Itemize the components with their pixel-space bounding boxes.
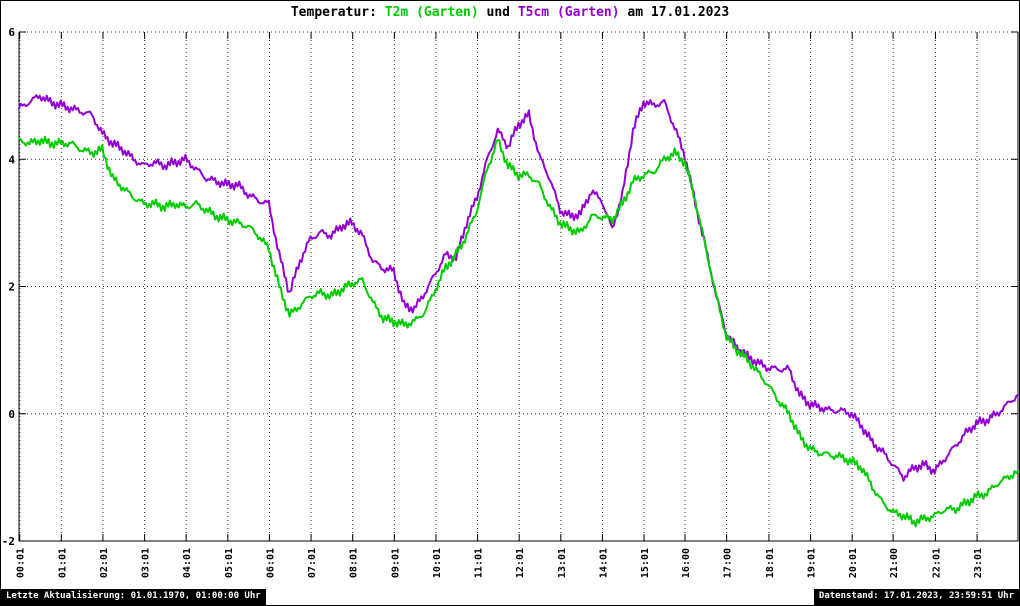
svg-text:05:01: 05:01 (224, 548, 235, 578)
svg-text:03:01: 03:01 (141, 548, 152, 578)
svg-text:21:00: 21:00 (889, 548, 900, 578)
svg-text:10:01: 10:01 (432, 548, 443, 578)
svg-text:2: 2 (8, 281, 15, 294)
svg-text:04:01: 04:01 (182, 548, 193, 578)
grid-lines (19, 31, 1018, 542)
svg-text:00:01: 00:01 (16, 548, 27, 578)
y-axis-labels: -2 0 2 4 6 (2, 26, 16, 548)
svg-text:08:01: 08:01 (349, 548, 360, 578)
svg-text:16:00: 16:00 (681, 548, 692, 578)
plot-border (18, 32, 1019, 542)
chart-title: Temperatur: T2m (Garten) und T5cm (Garte… (1, 5, 1019, 20)
chart-title-series-t5cm: T5cm (Garten) (517, 5, 620, 20)
x-axis-labels: 00:01 01:01 02:01 03:01 04:01 05:01 06:01 07:01… (16, 548, 984, 578)
svg-text:14:01: 14:01 (598, 548, 609, 578)
svg-text:09:01: 09:01 (390, 548, 401, 578)
last-update-label: Letzte Aktualisierung: 01.01.1970, 01:00… (1, 589, 266, 605)
series-line-t5cm (18, 94, 1019, 482)
svg-text:15:01: 15:01 (640, 548, 651, 578)
chart-title-mid: und (478, 5, 518, 20)
svg-text:02:01: 02:01 (99, 548, 110, 578)
svg-text:06:01: 06:01 (265, 548, 276, 578)
svg-text:13:01: 13:01 (557, 548, 568, 578)
axis-ticks (19, 31, 1018, 542)
svg-text:0: 0 (8, 408, 15, 421)
svg-text:4: 4 (8, 153, 15, 166)
svg-text:17:00: 17:00 (723, 548, 734, 578)
svg-text:6: 6 (8, 26, 15, 39)
chart-title-series-t2m: T2m (Garten) (384, 5, 479, 20)
svg-text:-2: -2 (2, 535, 15, 548)
svg-text:20:01: 20:01 (848, 548, 859, 578)
series-line-t2m (18, 135, 1019, 528)
svg-text:07:01: 07:01 (307, 548, 318, 578)
svg-text:01:01: 01:01 (57, 548, 68, 578)
data-timestamp-label: Datenstand: 17.01.2023, 23:59:51 Uhr (813, 589, 1019, 605)
svg-text:12:01: 12:01 (515, 548, 526, 578)
svg-text:22:01: 22:01 (931, 548, 942, 578)
svg-text:19:01: 19:01 (807, 548, 818, 578)
chart-title-suffix: am 17.01.2023 (619, 5, 730, 20)
svg-text:11:01: 11:01 (474, 548, 485, 578)
svg-text:23:01: 23:01 (973, 548, 984, 578)
svg-text:18:01: 18:01 (765, 548, 776, 578)
chart-title-prefix: Temperatur: (290, 5, 385, 20)
